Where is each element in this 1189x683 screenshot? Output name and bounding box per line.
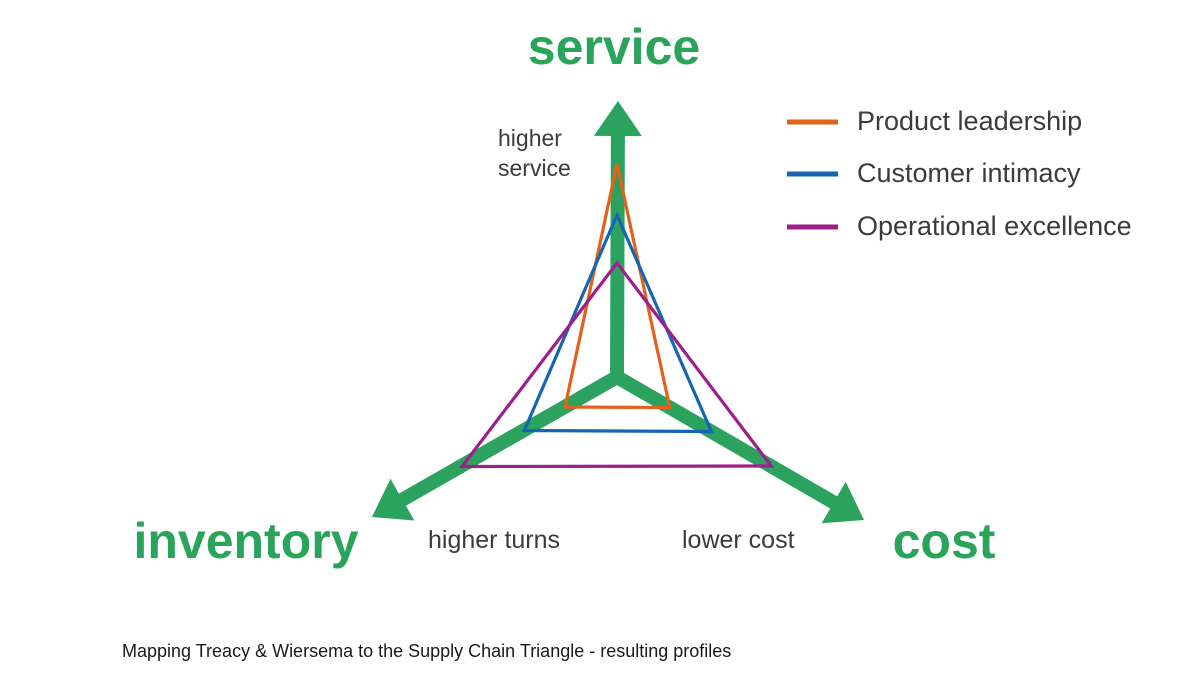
svg-text:higher: higher: [498, 125, 562, 151]
svg-text:higher turns: higher turns: [428, 526, 560, 554]
svg-text:cost: cost: [893, 513, 996, 569]
svg-text:Mapping Treacy & Wiersema to t: Mapping Treacy & Wiersema to the Supply …: [122, 641, 731, 661]
svg-text:Product leadership: Product leadership: [857, 106, 1082, 136]
svg-text:service: service: [528, 19, 700, 75]
svg-text:lower cost: lower cost: [682, 526, 795, 554]
svg-text:service: service: [498, 155, 571, 181]
svg-text:Customer intimacy: Customer intimacy: [857, 158, 1081, 188]
svg-text:inventory: inventory: [133, 513, 358, 569]
svg-text:Operational excellence: Operational excellence: [857, 211, 1132, 241]
